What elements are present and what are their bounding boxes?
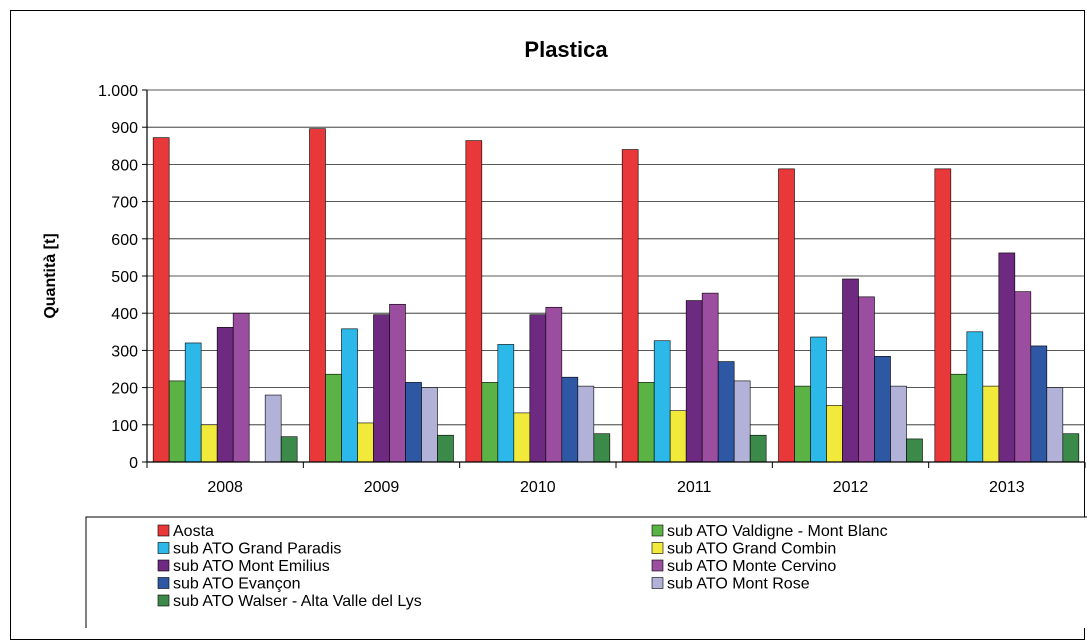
bar-sub-ato-mont-rose-2012: [890, 385, 907, 463]
bar-sub-ato-grand-paradis-2013: [966, 331, 984, 463]
x-tick-label: 2013: [989, 479, 1025, 496]
legend-label: sub ATO Monte Cervino: [667, 558, 836, 575]
y-tick-label: 500: [111, 269, 138, 286]
bar-sub-ato-walser-alta-valle-del-lys-2010: [593, 433, 611, 463]
x-tick-label: 2010: [520, 479, 556, 496]
bar-sub-ato-mont-emilius-2008: [216, 327, 234, 463]
bar-sub-ato-valdigne-mont-blanc-2013: [950, 373, 968, 463]
bar-aosta-2011: [621, 149, 639, 463]
legend-swatch: [157, 559, 170, 572]
legend-swatch: [651, 524, 664, 537]
legend-label: sub ATO Valdigne - Mont Blanc: [667, 523, 888, 540]
legend-label: sub ATO Mont Rose: [667, 576, 810, 593]
legend-swatch: [651, 559, 664, 572]
bar-aosta-2010: [465, 140, 483, 463]
bar-sub-ato-mont-rose-2011: [733, 380, 751, 463]
legend-swatch: [157, 542, 170, 554]
y-tick-label: 100: [111, 418, 138, 435]
axes: [142, 89, 1086, 468]
y-tick-label: 900: [111, 120, 138, 137]
legend-swatch: [651, 577, 664, 589]
bar-sub-ato-walser-alta-valle-del-lys-2013: [1062, 433, 1080, 463]
bar-aosta-2008: [152, 137, 170, 463]
bar-sub-ato-grand-paradis-2011: [653, 340, 671, 463]
bar-sub-ato-mont-rose-2013: [1046, 387, 1064, 463]
bar-sub-ato-valdigne-mont-blanc-2009: [325, 373, 342, 463]
bar-sub-ato-monte-cervino-2008: [232, 312, 250, 463]
bar-sub-ato-walser-alta-valle-del-lys-2008: [280, 436, 298, 463]
y-tick-label: 400: [111, 306, 138, 323]
tick-labels: 0 100 200 300 400 500 600 700 800 900 1.000 2008 200…: [98, 83, 1025, 496]
legend-label: sub ATO Mont Emilius: [173, 558, 330, 575]
bar-sub-ato-grand-paradis-2012: [810, 336, 827, 463]
bar-sub-ato-valdigne-mont-blanc-2012: [794, 385, 811, 463]
bar-sub-ato-mont-emilius-2012: [842, 278, 859, 463]
y-tick-label: 700: [111, 195, 138, 212]
bar-sub-ato-walser-alta-valle-del-lys-2012: [906, 438, 923, 463]
legend-label: sub ATO Evançon: [173, 576, 300, 593]
y-axis-label: Quantità [t]: [42, 233, 59, 318]
bar-aosta-2012: [778, 168, 795, 463]
chart-title: Plastica: [524, 37, 608, 62]
bar-sub-ato-grand-combin-2012: [826, 405, 843, 463]
bar-sub-ato-grand-combin-2009: [357, 422, 374, 463]
bar-sub-ato-evan-on-2011: [717, 361, 735, 463]
x-tick-label: 2012: [833, 479, 869, 496]
y-tick-label: 0: [129, 455, 138, 472]
y-tick-label: 200: [111, 381, 138, 398]
bar-sub-ato-mont-rose-2010: [577, 385, 595, 463]
bar-sub-ato-monte-cervino-2013: [1014, 291, 1032, 463]
bar-sub-ato-valdigne-mont-blanc-2011: [637, 382, 655, 463]
bar-sub-ato-walser-alta-valle-del-lys-2009: [437, 434, 454, 463]
legend-box: [85, 516, 1087, 628]
x-tick-label: 2008: [207, 479, 243, 496]
y-tick-label: 600: [111, 232, 138, 249]
bar-sub-ato-grand-paradis-2010: [497, 344, 515, 463]
bar-sub-ato-monte-cervino-2011: [701, 292, 719, 463]
legend-label: Aosta: [173, 523, 214, 540]
legend-label: sub ATO Grand Paradis: [173, 541, 341, 558]
bar-sub-ato-valdigne-mont-blanc-2008: [168, 380, 186, 463]
y-tick-label: 300: [111, 343, 138, 360]
bar-sub-ato-mont-rose-2008: [264, 394, 282, 463]
bar-sub-ato-monte-cervino-2009: [389, 303, 406, 463]
bar-sub-ato-mont-emilius-2009: [373, 314, 390, 463]
bar-sub-ato-evan-on-2010: [561, 376, 579, 463]
bar-sub-ato-mont-emilius-2011: [685, 300, 703, 463]
bar-sub-ato-walser-alta-valle-del-lys-2011: [749, 434, 767, 463]
bar-sub-ato-monte-cervino-2012: [858, 296, 875, 463]
legend-swatch: [157, 577, 170, 589]
bar-sub-ato-valdigne-mont-blanc-2010: [481, 382, 499, 463]
bar-sub-ato-grand-paradis-2008: [184, 342, 202, 463]
bars: [152, 128, 1080, 463]
bar-sub-ato-mont-emilius-2013: [998, 252, 1016, 463]
gridlines: [147, 89, 1085, 426]
bar-sub-ato-evan-on-2013: [1030, 345, 1048, 463]
legend-swatch: [157, 594, 170, 607]
x-tick-label: 2011: [677, 479, 712, 496]
bar-sub-ato-mont-emilius-2010: [529, 314, 547, 463]
bar-sub-ato-grand-combin-2008: [200, 424, 218, 463]
legend-label: sub ATO Walser - Alta Valle del Lys: [173, 593, 422, 610]
y-tick-label: 1.000: [98, 83, 138, 100]
legend-label: sub ATO Grand Combin: [667, 541, 836, 558]
x-tick-label: 2009: [364, 479, 400, 496]
bar-sub-ato-grand-combin-2013: [982, 385, 1000, 463]
bar-sub-ato-grand-paradis-2009: [341, 328, 358, 463]
bar-sub-ato-mont-rose-2009: [421, 387, 438, 463]
bar-sub-ato-grand-combin-2011: [669, 410, 687, 463]
bar-sub-ato-grand-combin-2010: [513, 412, 531, 463]
bar-sub-ato-monte-cervino-2010: [545, 306, 563, 463]
bar-sub-ato-evan-on-2012: [874, 356, 891, 463]
bar-aosta-2013: [934, 168, 952, 463]
legend-swatch: [651, 542, 664, 554]
bar-sub-ato-evan-on-2009: [405, 382, 422, 463]
legend-swatch: [157, 524, 170, 537]
y-tick-label: 800: [111, 157, 138, 174]
bar-aosta-2009: [309, 128, 326, 463]
